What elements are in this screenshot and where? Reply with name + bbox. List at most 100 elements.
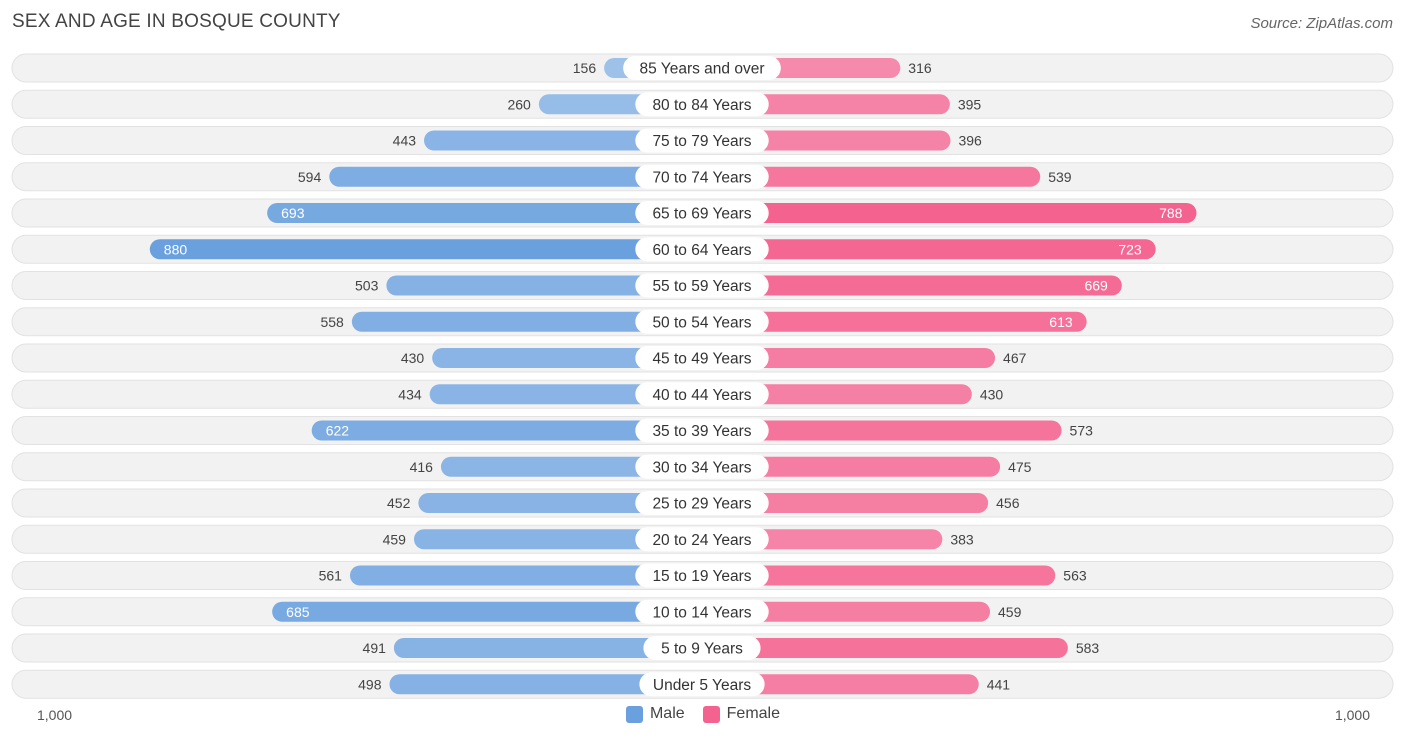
- male-bar: [413, 529, 702, 550]
- male-bar: [389, 674, 702, 695]
- male-value-label: 561: [319, 568, 343, 584]
- female-value-label: 396: [958, 133, 982, 149]
- category-label-background: [635, 273, 769, 298]
- female-bar: [702, 348, 996, 368]
- male-value-label: 880: [164, 241, 188, 257]
- female-value-label: 788: [1159, 205, 1183, 221]
- male-bar: [267, 203, 702, 223]
- female-value-label: 383: [950, 531, 974, 547]
- male-bar: [393, 638, 702, 658]
- category-label-background: [643, 636, 761, 660]
- male-value-label: 498: [358, 676, 382, 692]
- category-label: 20 to 24 Years: [652, 532, 751, 549]
- female-value-label: 583: [1076, 640, 1100, 656]
- male-value-label: 260: [507, 96, 531, 112]
- chart-title: SEX AND AGE IN BOSQUE COUNTY: [12, 11, 341, 32]
- male-value-label: 685: [286, 604, 310, 620]
- male-bar: [351, 311, 702, 332]
- axis-right-label: 1,000: [1334, 707, 1370, 723]
- legend-item-female[interactable]: Female: [702, 705, 781, 723]
- female-bar: [702, 239, 1156, 260]
- category-label-background: [635, 201, 769, 225]
- male-bar: [272, 601, 702, 622]
- legend-male-label: Male: [649, 705, 685, 722]
- female-bar: [702, 166, 1041, 187]
- male-bar: [311, 420, 702, 441]
- category-label: 45 to 49 Years: [652, 351, 751, 368]
- category-label: 50 to 54 Years: [652, 314, 751, 331]
- female-bar: [702, 493, 989, 513]
- male-bar: [418, 493, 702, 513]
- male-value-label: 443: [393, 133, 417, 149]
- category-label-background: [635, 128, 769, 153]
- female-value-label: 475: [1008, 459, 1032, 475]
- legend-item-male[interactable]: Male: [625, 705, 685, 723]
- category-label: 5 to 9 Years: [661, 641, 743, 658]
- female-value-label: 395: [958, 96, 982, 112]
- female-value-label: 316: [908, 60, 932, 76]
- female-bar: [702, 203, 1197, 223]
- female-bar: [702, 601, 991, 622]
- male-value-label: 594: [298, 169, 322, 185]
- category-label: 30 to 34 Years: [652, 459, 751, 476]
- category-label-background: [635, 527, 769, 552]
- female-value-label: 467: [1003, 350, 1027, 366]
- female-bar: [702, 565, 1056, 586]
- category-label-background: [635, 92, 769, 117]
- female-value-label: 430: [980, 386, 1004, 402]
- female-value-label: 441: [987, 676, 1011, 692]
- category-label: 65 to 69 Years: [652, 206, 751, 223]
- legend: Male Female: [0, 705, 1406, 723]
- category-label-background: [635, 563, 769, 588]
- male-value-label: 459: [383, 531, 407, 547]
- female-bar: [702, 275, 1122, 296]
- category-label-background: [635, 418, 769, 443]
- male-value-label: 156: [573, 60, 597, 76]
- category-label: 35 to 39 Years: [652, 423, 751, 440]
- category-label: 55 to 59 Years: [652, 278, 751, 295]
- female-bar: [702, 674, 979, 695]
- category-label-background: [635, 164, 769, 189]
- legend-female-label: Female: [726, 705, 781, 722]
- male-value-label: 416: [410, 459, 434, 475]
- male-swatch-icon: [625, 705, 643, 723]
- female-value-label: 539: [1048, 169, 1072, 185]
- female-bar: [702, 311, 1087, 332]
- female-bar: [702, 638, 1068, 658]
- category-label: 85 Years and over: [640, 61, 765, 78]
- male-bar: [149, 239, 703, 260]
- category-label-background: [635, 382, 769, 407]
- category-label: Under 5 Years: [653, 677, 751, 694]
- category-label: 10 to 14 Years: [652, 604, 751, 621]
- male-value-label: 434: [398, 386, 422, 402]
- population-pyramid-chart: 156 316 85 Years and over 260 395 80 to 84 Ye…: [11, 53, 1394, 699]
- male-value-label: 503: [355, 278, 379, 294]
- category-label-background: [639, 672, 765, 697]
- male-value-label: 558: [320, 314, 344, 330]
- female-value-label: 456: [996, 495, 1020, 511]
- female-bar: [702, 384, 972, 405]
- female-bar: [702, 456, 1001, 477]
- male-value-label: 430: [401, 350, 425, 366]
- category-label-background: [635, 491, 769, 515]
- male-bar: [424, 130, 702, 151]
- male-bar: [329, 166, 702, 187]
- category-label-background: [635, 237, 769, 262]
- female-value-label: 669: [1084, 278, 1108, 294]
- male-value-label: 452: [387, 495, 411, 511]
- male-bar: [349, 565, 702, 586]
- male-value-label: 622: [326, 423, 350, 439]
- male-bar: [386, 275, 702, 296]
- female-value-label: 459: [998, 604, 1022, 620]
- category-label: 80 to 84 Years: [652, 97, 751, 114]
- female-value-label: 563: [1063, 568, 1087, 584]
- category-label: 60 to 64 Years: [652, 242, 751, 259]
- category-label-background: [635, 454, 769, 479]
- category-label-background: [635, 346, 769, 370]
- male-value-label: 693: [281, 205, 305, 221]
- source-label: Source: ZipAtlas.com: [1250, 15, 1393, 32]
- female-bar: [702, 420, 1062, 441]
- category-label: 25 to 29 Years: [652, 496, 751, 513]
- male-value-label: 491: [363, 640, 387, 656]
- category-label-background: [635, 599, 769, 624]
